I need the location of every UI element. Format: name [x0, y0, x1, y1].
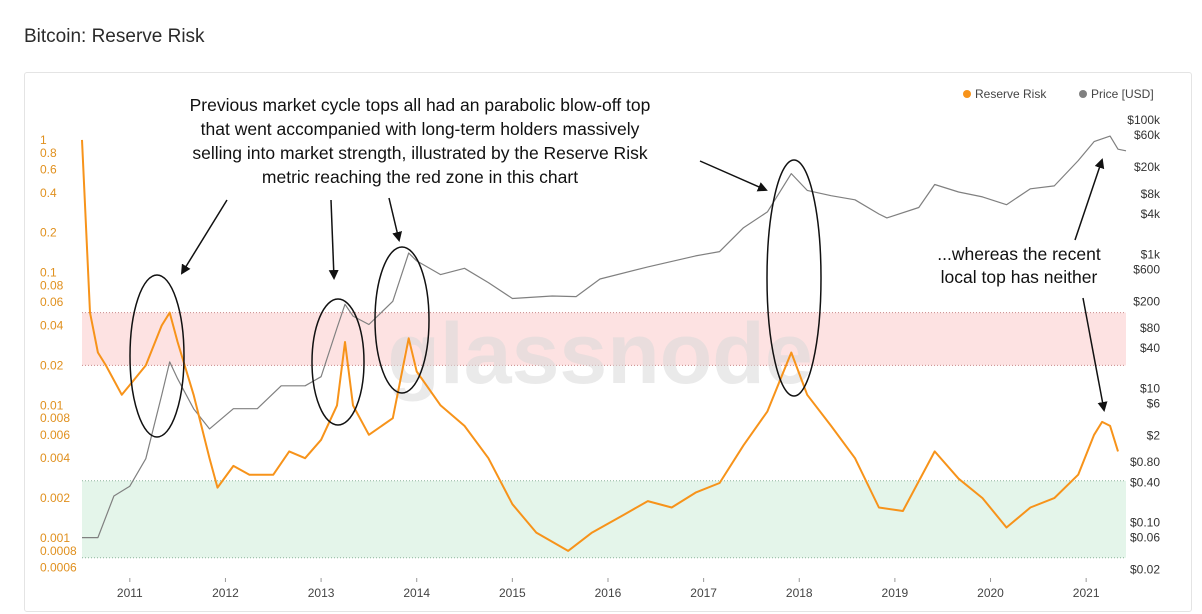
left-tick-label: 0.08 — [40, 279, 64, 293]
callout-ellipse-2014 — [374, 246, 430, 394]
left-tick-label: 0.01 — [40, 398, 64, 412]
left-tick-label: 1 — [40, 133, 47, 147]
right-tick-label: $20k — [1134, 160, 1161, 174]
left-tick-label: 0.0008 — [40, 544, 77, 558]
x-axis-ticks: 2011 2012 2013 2014 2015 2016 2017 2018 2019 2020… — [117, 578, 1100, 600]
right-tick-label: $100k — [1127, 113, 1161, 127]
x-tick-label: 2012 — [212, 586, 239, 600]
annotation-recent-line-1: ...whereas the recent — [937, 244, 1101, 264]
x-tick-label: 2017 — [690, 586, 717, 600]
page-title: Bitcoin: Reserve Risk — [24, 26, 205, 47]
annotation-arrow-2014 — [388, 197, 403, 242]
x-tick-label: 2016 — [595, 586, 622, 600]
legend-price: Price [USD] — [1091, 87, 1154, 101]
annotation-arrow-2011 — [180, 199, 228, 275]
x-tick-label: 2020 — [977, 586, 1004, 600]
green-zone — [82, 480, 1126, 558]
x-tick-label: 2014 — [403, 586, 430, 600]
right-tick-label: $1k — [1141, 247, 1161, 261]
left-tick-label: 0.02 — [40, 358, 64, 372]
right-axis-ticks: $100k$60k$20k$8k$4k$1k$600$200$80$40$10$… — [1127, 113, 1161, 576]
x-tick-label: 2011 — [117, 586, 143, 600]
right-tick-label: $10 — [1140, 382, 1160, 396]
annotation-callouts — [129, 158, 1108, 438]
price-series-line — [82, 135, 1127, 539]
annotation-main-line-4: metric reaching the red zone in this cha… — [262, 167, 578, 187]
annotation-main-line-1: Previous market cycle tops all had an pa… — [190, 95, 651, 115]
right-tick-label: $0.40 — [1130, 475, 1160, 489]
left-tick-label: 0.04 — [40, 318, 64, 332]
legend-reserve-risk: Reserve Risk — [975, 87, 1047, 101]
left-tick-label: 0.06 — [40, 295, 64, 309]
zones-layer — [82, 312, 1126, 559]
left-tick-label: 0.6 — [40, 162, 57, 176]
callout-ellipse-2011 — [129, 274, 185, 438]
annotation-arrow-2013 — [328, 199, 339, 280]
right-tick-label: $200 — [1133, 294, 1160, 308]
left-tick-label: 0.8 — [40, 146, 57, 160]
left-tick-label: 0.1 — [40, 266, 57, 280]
right-tick-label: $4k — [1141, 207, 1161, 221]
callout-ellipse-2018 — [766, 159, 822, 397]
reserve-risk-series-line — [81, 139, 1119, 552]
x-tick-label: 2013 — [308, 586, 335, 600]
right-tick-label: $8k — [1141, 187, 1161, 201]
right-tick-label: $0.80 — [1130, 455, 1160, 469]
x-tick-label: 2018 — [786, 586, 813, 600]
right-tick-label: $40 — [1140, 341, 1160, 355]
chart-frame — [24, 72, 1192, 612]
annotation-main-line-3: selling into market strength, illustrate… — [192, 143, 647, 163]
legend-price-dot — [1079, 90, 1087, 98]
annotation-arrow-2018 — [699, 160, 768, 192]
annotation-main-line-2: that went accompanied with long-term hol… — [201, 119, 640, 139]
callout-ellipse-2013 — [311, 298, 365, 426]
annotation-arrow-2021-risk — [1082, 297, 1108, 412]
left-tick-label: 0.0006 — [40, 560, 77, 574]
left-tick-label: 0.004 — [40, 451, 70, 465]
red-zone — [82, 312, 1126, 366]
right-tick-label: $60k — [1134, 128, 1161, 142]
x-tick-label: 2015 — [499, 586, 526, 600]
left-tick-label: 0.002 — [40, 491, 70, 505]
left-axis-ticks: 10.80.60.40.20.10.080.060.040.020.010.00… — [40, 133, 77, 575]
right-tick-label: $2 — [1147, 428, 1161, 442]
right-tick-label: $0.02 — [1130, 563, 1160, 577]
x-tick-label: 2019 — [882, 586, 909, 600]
annotation-recent-line-2: local top has neither — [941, 267, 1098, 287]
lines-layer — [81, 135, 1127, 552]
left-tick-label: 0.006 — [40, 428, 70, 442]
right-tick-label: $6 — [1147, 396, 1161, 410]
watermark: glassnode — [387, 306, 812, 402]
annotation-arrow-2021-top — [1074, 158, 1105, 241]
x-tick-label: 2021 — [1073, 586, 1100, 600]
left-tick-label: 0.4 — [40, 186, 57, 200]
right-tick-label: $0.10 — [1130, 516, 1160, 530]
right-tick-label: $0.06 — [1130, 531, 1160, 545]
right-tick-label: $600 — [1133, 262, 1160, 276]
left-tick-label: 0.001 — [40, 531, 70, 545]
chart-legend: Reserve Risk Price [USD] — [963, 87, 1154, 101]
legend-reserve-risk-dot — [963, 90, 971, 98]
left-tick-label: 0.008 — [40, 411, 70, 425]
right-tick-label: $80 — [1140, 321, 1160, 335]
left-tick-label: 0.2 — [40, 226, 57, 240]
